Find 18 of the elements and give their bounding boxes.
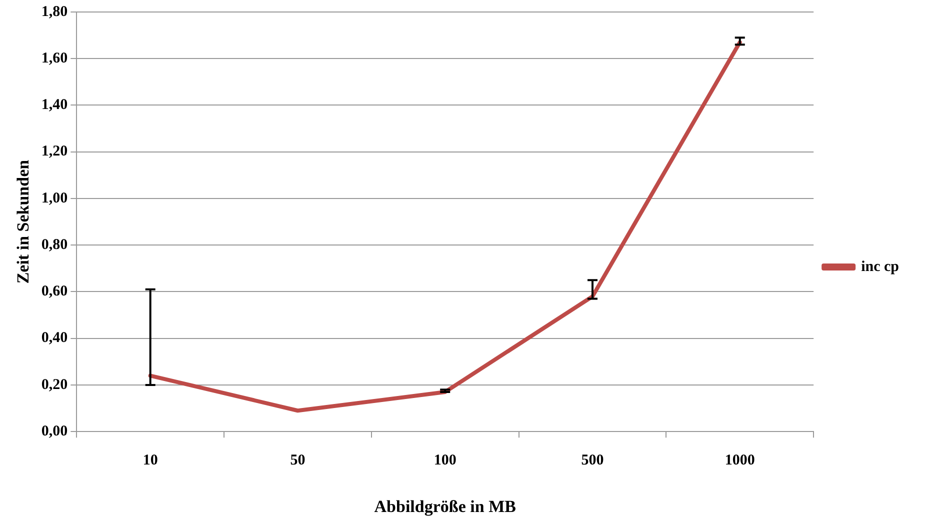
y-tick-label: 1,00: [41, 190, 68, 206]
x-tick-label: 10: [142, 452, 158, 468]
x-tick-label: 1000: [724, 452, 755, 468]
y-tick-label: 0,60: [41, 284, 68, 300]
y-tick-label: 1,60: [41, 50, 68, 66]
x-tick-label: 50: [290, 452, 306, 468]
y-tick-label: 0,00: [41, 423, 68, 440]
x-tick-label: 500: [581, 452, 604, 468]
y-tick-label: 0,40: [41, 330, 68, 346]
y-axis-title: Zeit in Sekunden: [14, 159, 33, 284]
y-tick-label: 0,80: [41, 236, 68, 253]
x-axis-title: Abbildgröße in MB: [374, 497, 516, 516]
y-tick-label: 1,40: [41, 97, 68, 114]
x-tick-label: 100: [434, 452, 456, 468]
y-tick-label: 1,80: [41, 4, 68, 20]
y-tick-label: 1,20: [41, 144, 68, 160]
legend-label: inc cp: [861, 258, 900, 275]
y-tick-label: 0,20: [41, 376, 68, 393]
